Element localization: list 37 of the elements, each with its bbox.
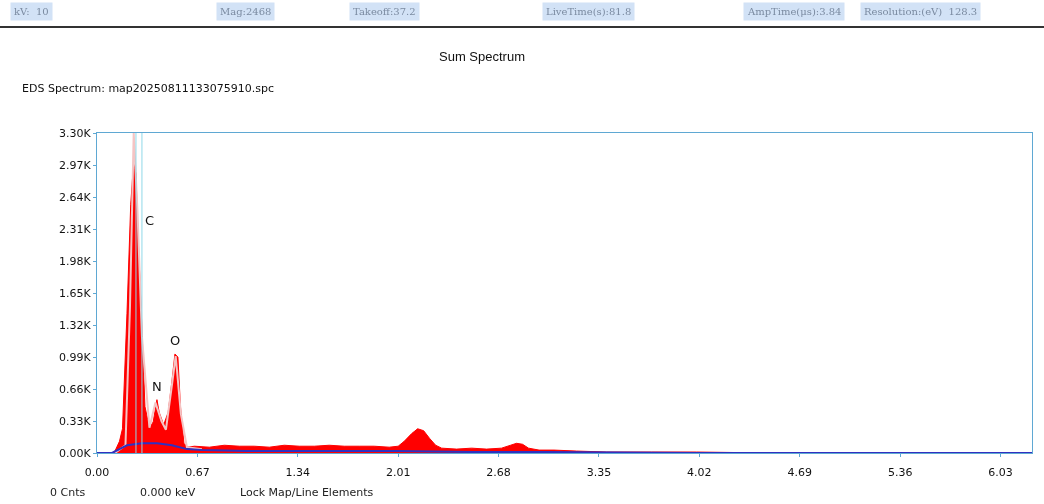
text: Resolution:(eV) 128.3 — [864, 6, 978, 17]
text: Takeoff:37.2 — [353, 6, 416, 17]
text: LiveTime(s):81.8 — [546, 6, 632, 17]
x-tick-label: 0.00 — [84, 466, 110, 480]
x-tick-label: 2.68 — [486, 466, 511, 480]
line-series — [97, 442, 1032, 453]
text: kV: 10 — [14, 6, 49, 17]
annotation: N — [152, 379, 162, 394]
y-tick-label: 2.31K — [59, 222, 92, 236]
annotation: O — [170, 333, 181, 348]
y-tick-label: 1.98K — [59, 254, 92, 268]
y-tick-label: 2.64K — [59, 190, 92, 204]
x-tick-label: 6.03 — [988, 466, 1013, 480]
x-tick-label: 4.02 — [687, 466, 712, 480]
line-series — [113, 133, 203, 453]
y-tick-label: 0.00K — [59, 446, 92, 460]
x-tick-label: 1.34 — [285, 466, 311, 480]
annotation: C — [145, 213, 155, 228]
x-tick-label: 4.69 — [787, 466, 812, 480]
x-tick-label: 5.36 — [887, 466, 913, 480]
x-tick-label: 0.67 — [185, 466, 210, 480]
y-tick-label: 1.65K — [59, 286, 92, 300]
text: Mag:2468 — [220, 6, 272, 17]
y-tick-label: 1.32K — [59, 318, 92, 332]
chart-subtitle: EDS Spectrum: map20250811133075910.spc — [22, 82, 275, 95]
y-tick-label: 2.97K — [59, 158, 92, 172]
text: AmpTime(μs):3.84 — [747, 6, 842, 17]
y-tick-label: 3.30K — [59, 126, 92, 140]
x-tick-label: 2.01 — [385, 466, 411, 480]
chart-title: Sum Spectrum — [439, 49, 525, 64]
text: 0 Cnts — [50, 486, 86, 499]
text: 0.000 keV — [140, 486, 196, 499]
y-tick-label: 0.33K — [59, 414, 92, 428]
y-tick-label: 0.66K — [59, 382, 92, 396]
text: Lock Map/Line Elements — [240, 486, 374, 499]
y-tick-label: 0.99K — [59, 350, 92, 364]
x-tick-label: 3.35 — [586, 466, 612, 480]
